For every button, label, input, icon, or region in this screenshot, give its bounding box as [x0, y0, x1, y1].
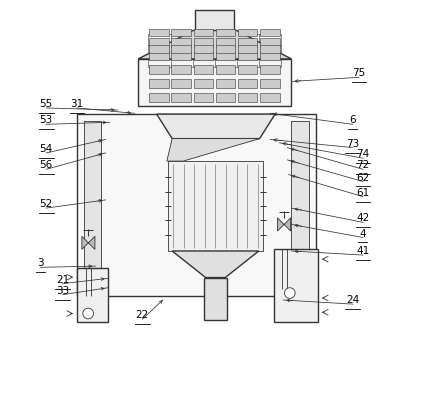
Polygon shape: [138, 31, 291, 60]
Bar: [168, 162, 263, 252]
Bar: [195, 11, 234, 31]
Bar: [204, 278, 227, 321]
Bar: [260, 94, 280, 103]
Polygon shape: [278, 218, 291, 231]
Bar: [238, 38, 258, 47]
Bar: [260, 38, 280, 47]
Bar: [194, 38, 213, 47]
Bar: [238, 66, 258, 75]
Bar: [260, 66, 280, 75]
Bar: [194, 80, 213, 89]
Bar: [171, 80, 191, 89]
Bar: [216, 30, 235, 37]
Bar: [291, 122, 309, 289]
Text: 42: 42: [357, 213, 369, 223]
Circle shape: [83, 308, 94, 319]
Polygon shape: [167, 139, 260, 162]
Text: 62: 62: [357, 172, 369, 182]
Text: 75: 75: [352, 68, 365, 78]
Bar: [274, 249, 318, 323]
Text: 21: 21: [56, 274, 69, 284]
Bar: [260, 80, 280, 89]
Bar: [260, 52, 280, 61]
Bar: [260, 30, 280, 37]
Bar: [149, 46, 169, 54]
Bar: [171, 38, 191, 47]
Bar: [171, 52, 191, 61]
Bar: [149, 94, 169, 103]
Bar: [194, 30, 213, 37]
Bar: [216, 46, 235, 54]
Bar: [171, 30, 191, 37]
Bar: [149, 30, 169, 37]
Circle shape: [285, 288, 295, 299]
Bar: [238, 30, 258, 37]
Bar: [149, 80, 169, 89]
Polygon shape: [172, 252, 259, 278]
Bar: [216, 66, 235, 75]
Bar: [238, 80, 258, 89]
Text: 24: 24: [346, 294, 359, 304]
Text: 73: 73: [346, 138, 359, 148]
Bar: [149, 52, 169, 61]
Text: 33: 33: [56, 285, 69, 295]
Bar: [149, 66, 169, 75]
Text: 52: 52: [40, 199, 53, 209]
Bar: [238, 94, 258, 103]
Bar: [216, 38, 235, 47]
Bar: [77, 268, 107, 323]
Bar: [194, 66, 213, 75]
Bar: [84, 122, 102, 289]
Text: 6: 6: [349, 115, 356, 125]
Text: 22: 22: [136, 310, 149, 319]
Text: 74: 74: [357, 149, 369, 159]
Bar: [194, 46, 213, 54]
Text: 55: 55: [40, 99, 53, 109]
Bar: [77, 115, 316, 296]
Text: 3: 3: [37, 258, 44, 267]
Text: 72: 72: [357, 160, 369, 170]
Text: 53: 53: [40, 115, 53, 125]
Polygon shape: [157, 115, 275, 139]
Text: 41: 41: [357, 245, 369, 256]
Text: 4: 4: [360, 228, 366, 238]
Bar: [216, 52, 235, 61]
Bar: [260, 46, 280, 54]
Bar: [171, 94, 191, 103]
Bar: [138, 60, 291, 107]
Bar: [171, 46, 191, 54]
Bar: [194, 94, 213, 103]
Bar: [238, 52, 258, 61]
Text: 54: 54: [40, 144, 53, 153]
Text: 31: 31: [70, 99, 83, 109]
Polygon shape: [82, 237, 95, 250]
Bar: [171, 66, 191, 75]
Bar: [216, 94, 235, 103]
Bar: [149, 38, 169, 47]
Bar: [216, 80, 235, 89]
Text: 56: 56: [40, 160, 53, 170]
Bar: [238, 46, 258, 54]
Bar: [194, 52, 213, 61]
Text: 61: 61: [357, 187, 369, 197]
